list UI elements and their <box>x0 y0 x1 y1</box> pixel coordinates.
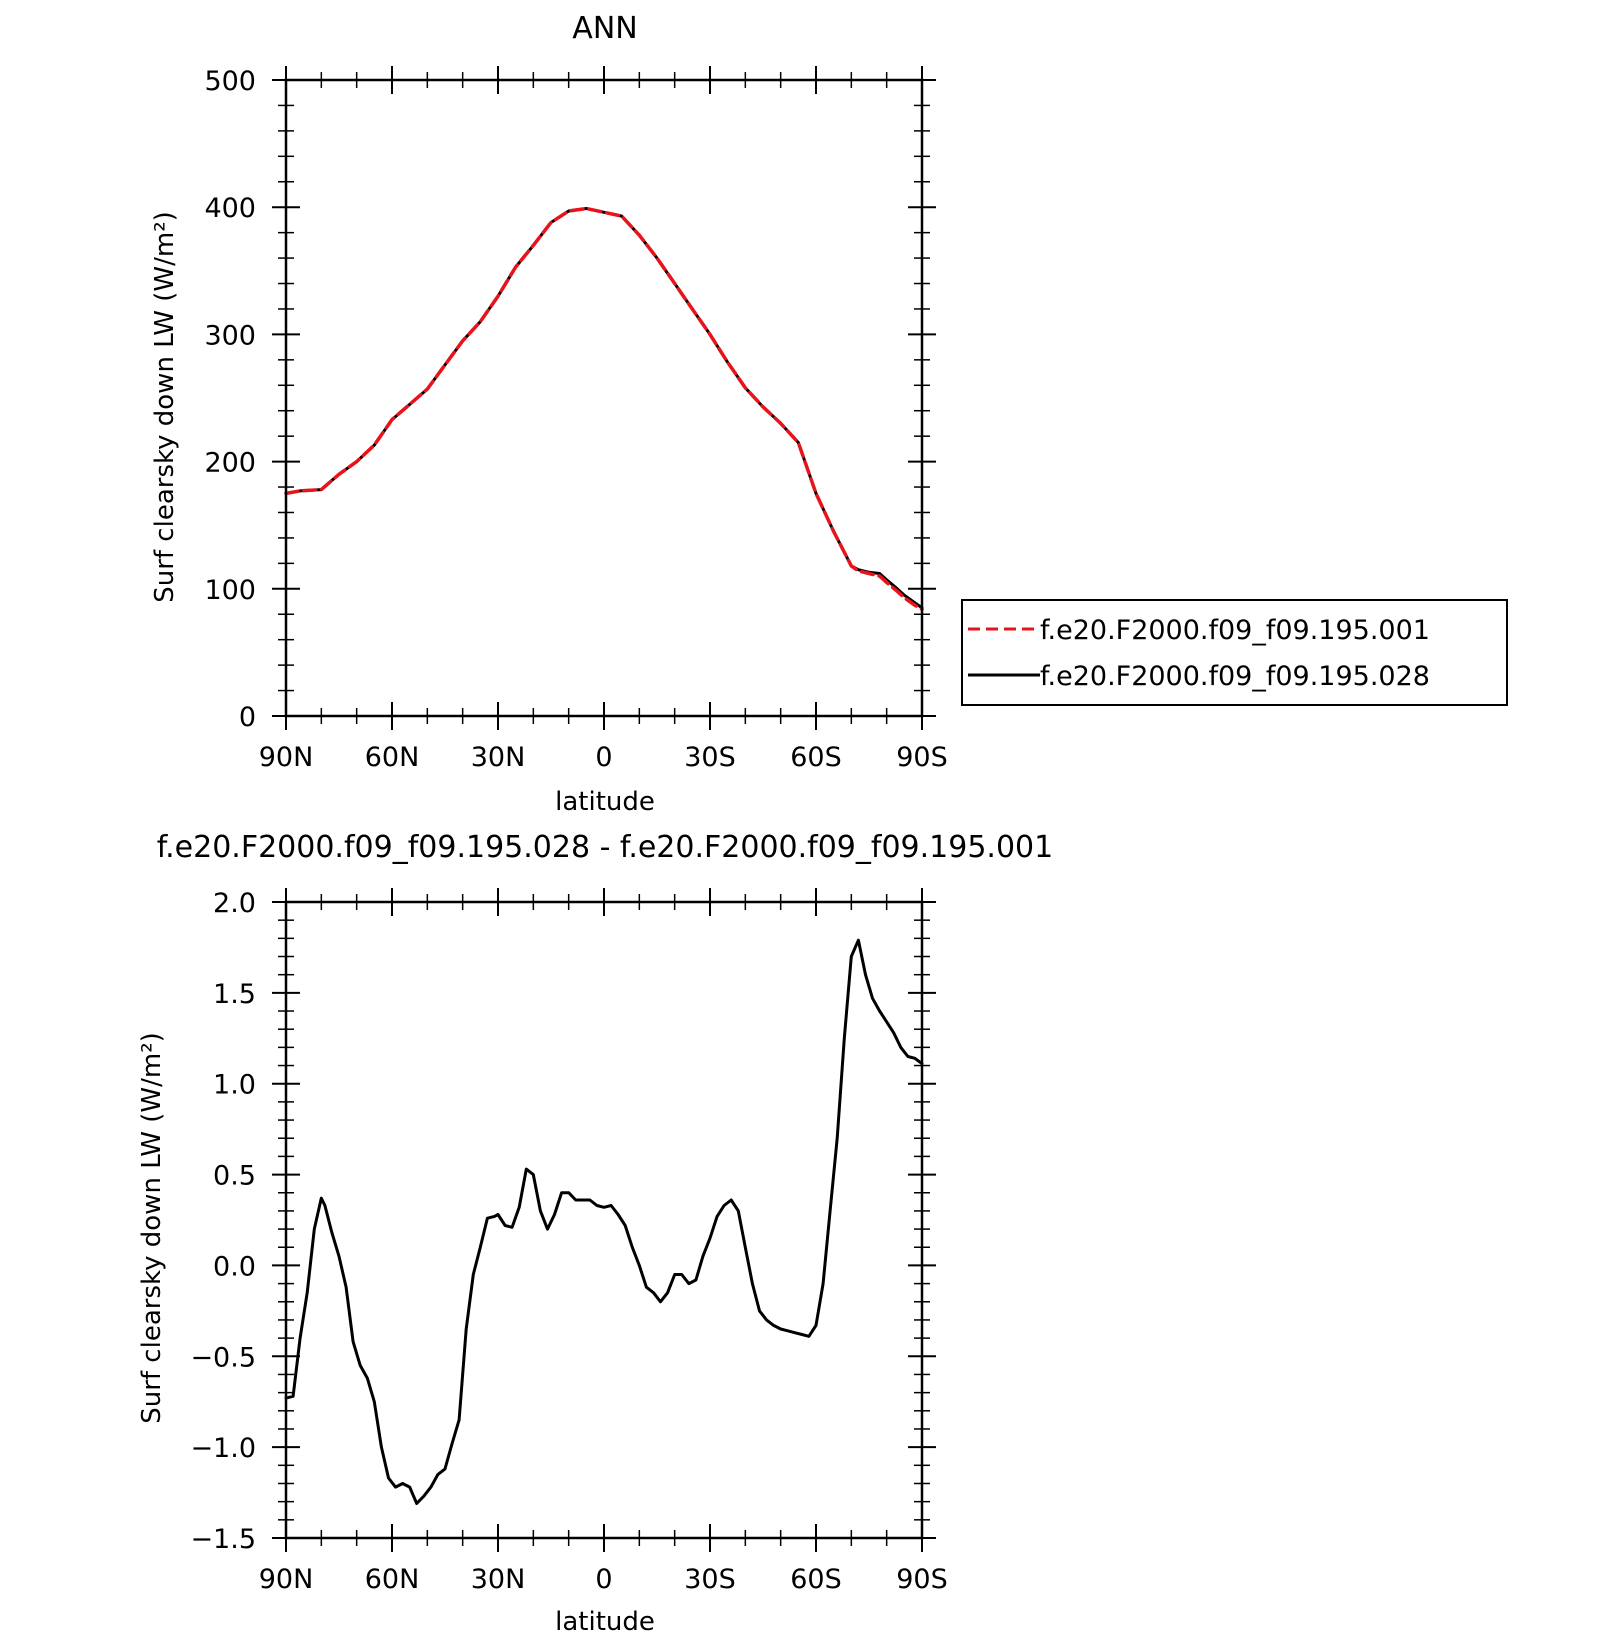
bottom-panel: f.e20.F2000.f09_f09.195.028 - f.e20.F200… <box>137 830 1053 1635</box>
x-tick-label: 0 <box>595 1564 612 1595</box>
legend: f.e20.F2000.f09_f09.195.001 f.e20.F2000.… <box>961 599 1508 706</box>
plot-frame <box>284 78 924 718</box>
y-tick-label: 0.0 <box>213 1251 256 1282</box>
y-tick-label: 100 <box>204 575 256 606</box>
y-tick-label: 300 <box>204 320 256 351</box>
x-tick-label: 60N <box>365 1564 420 1595</box>
x-tick-label: 30S <box>684 742 736 773</box>
top-panel: ANN 90N 60N 30N 0 30S 60S 90S0100200300400500 … <box>150 11 948 817</box>
x-tick-label: 90N <box>259 742 314 773</box>
x-tick-label: 30S <box>684 1564 736 1595</box>
x-tick-label: 60N <box>365 742 420 773</box>
x-tick-label: 30N <box>471 742 526 773</box>
y-tick-label: 1.0 <box>213 1070 256 1101</box>
y-tick-label: 0.5 <box>213 1161 256 1192</box>
y-tick-label: −1.0 <box>190 1433 256 1464</box>
y-tick-label: 200 <box>204 448 256 479</box>
y-tick-label: −1.5 <box>190 1524 256 1555</box>
y-tick-label: 1.5 <box>213 979 256 1010</box>
top-chart-marks <box>284 206 924 611</box>
x-tick-label: 30N <box>471 1564 526 1595</box>
y-tick-label: 0 <box>239 702 256 733</box>
top-chart-axes: 90N 60N 30N 0 30S 60S 90S 0 100 200 300 400 500 <box>204 66 948 773</box>
bottom-x-axis-title: latitude <box>555 1607 655 1635</box>
x-tick-label: 90N <box>259 1564 314 1595</box>
bottom-chart-axes: 90N 60N 30N 0 30S 60S 90S −1.5 −1.0 −0.5 0.0 0.5 1.0… <box>190 888 948 1595</box>
x-tick-label: 60S <box>790 742 842 773</box>
x-tick-label: 0 <box>595 742 612 773</box>
bottom-chart-marks <box>284 938 924 1505</box>
y-tick-label: 500 <box>204 66 256 97</box>
top-chart-title: ANN <box>572 11 637 46</box>
y-tick-label: 400 <box>204 193 256 224</box>
y-tick-label: 2.0 <box>213 888 256 919</box>
x-tick-label: 60S <box>790 1564 842 1595</box>
bottom-chart-title: f.e20.F2000.f09_f09.195.028 - f.e20.F200… <box>157 830 1053 865</box>
y-tick-label: −0.5 <box>190 1342 256 1373</box>
top-x-axis-title: latitude <box>555 787 655 817</box>
series-line-1 <box>284 206 924 611</box>
bottom-y-axis-title: Surf clearsky down LW (W/m²) <box>137 1032 167 1424</box>
legend-label-series-028: f.e20.F2000.f09_f09.195.028 <box>1040 661 1430 692</box>
top-y-axis-title: Surf clearsky down LW (W/m²) <box>150 211 180 603</box>
x-tick-label: 90S <box>896 1564 948 1595</box>
x-tick-label: 90S <box>896 742 948 773</box>
legend-label-series-001: f.e20.F2000.f09_f09.195.001 <box>1040 615 1430 646</box>
series-line-1 <box>284 938 924 1505</box>
series-line-2 <box>284 207 924 610</box>
legend-box <box>961 599 1508 706</box>
